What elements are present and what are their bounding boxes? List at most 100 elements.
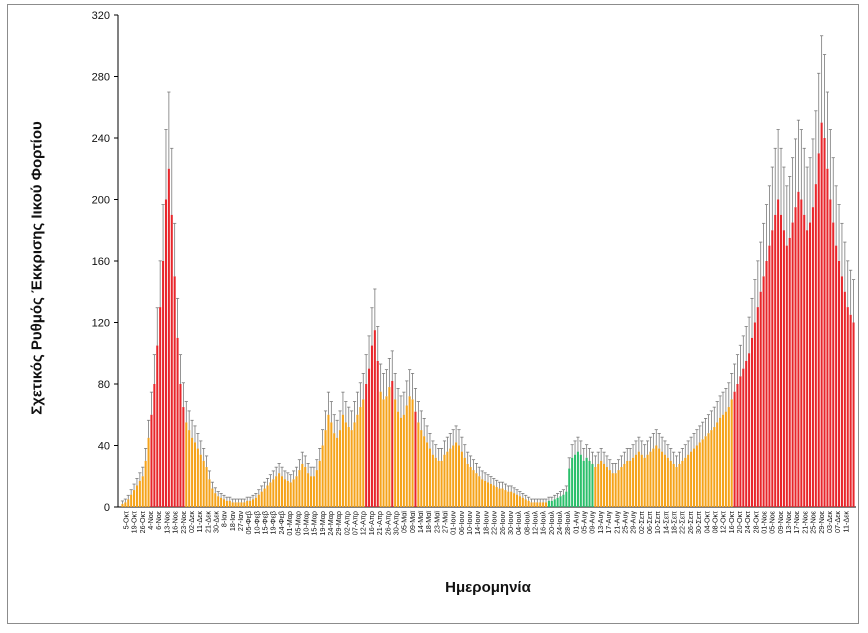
bar [188, 430, 191, 507]
bar [646, 454, 649, 507]
x-tick-label: 12-Απρ [359, 511, 368, 535]
y-tick-label: 40 [98, 441, 110, 453]
x-tick-label: 23-Μαϊ [432, 511, 441, 534]
x-tick-label: 08-Οκτ [710, 511, 719, 534]
bar [623, 463, 626, 507]
bar [521, 497, 524, 507]
bar [220, 497, 223, 507]
bar [272, 479, 275, 507]
x-tick-label: 21-Απρ [375, 511, 384, 535]
bar [222, 499, 226, 507]
x-tick-label: 13-Νοε [784, 510, 793, 534]
bar [719, 417, 722, 507]
x-tick-label: 16-Ιουλ [539, 511, 548, 535]
x-tick-label: 08-Ιουλ [522, 511, 531, 535]
bar [257, 494, 260, 507]
bar [234, 502, 237, 507]
x-tick-label: 18-Ιαν [228, 511, 237, 532]
bar [585, 457, 588, 507]
x-tick-label: 09-Μαϊ [408, 511, 417, 534]
x-tick-label: 14-Σεπ [661, 511, 670, 534]
bar [486, 482, 490, 507]
bar [617, 470, 620, 507]
bar [298, 470, 301, 507]
bar [806, 230, 809, 507]
bar [283, 479, 286, 507]
bar [663, 454, 666, 507]
x-tick-label: 03-Δεκ [825, 511, 834, 533]
bar [147, 437, 150, 507]
bar [420, 430, 423, 507]
bar [591, 463, 594, 507]
bar [475, 473, 478, 507]
bar [489, 483, 492, 507]
bar [533, 502, 536, 507]
bar [278, 473, 281, 507]
bar [603, 463, 606, 507]
bar [620, 467, 623, 507]
bar [524, 499, 527, 507]
x-tick-label: 24-Μαρ [326, 511, 335, 536]
x-tick-label: 15-Φεβ [261, 511, 270, 534]
bar [394, 399, 397, 507]
bar [820, 122, 823, 507]
bar [788, 237, 791, 507]
bar [611, 473, 614, 507]
bar [550, 500, 553, 507]
bar [260, 491, 263, 507]
bar [574, 454, 577, 507]
x-tick-label: 14-Μαϊ [416, 511, 425, 534]
y-axis-title: Σχετικός Ρυθμός Έκκρισης Ιικού Φορτίου [22, 0, 52, 633]
bar [141, 476, 144, 507]
x-tick-label: 18-Μαϊ [424, 511, 433, 534]
bar [498, 488, 501, 507]
bar [704, 436, 707, 507]
bar [388, 387, 391, 507]
bar [547, 500, 550, 507]
bar [600, 460, 603, 507]
x-tick-label: 18-Ιουν [481, 511, 490, 535]
bar [426, 442, 429, 507]
bar [515, 494, 519, 507]
x-tick-label: 26-Ιουν [498, 511, 507, 535]
bar [675, 467, 678, 507]
bar [269, 482, 272, 507]
bar [237, 502, 240, 507]
bar [594, 467, 597, 507]
bar [721, 414, 725, 507]
bar [185, 422, 188, 507]
x-tick-label: 14-Ιουν [473, 511, 482, 535]
x-tick-label: 07-Δεκ [833, 511, 842, 533]
bar [626, 460, 629, 507]
x-tick-label: 02-Απρ [342, 511, 351, 535]
bar [553, 499, 556, 507]
bar [698, 442, 701, 507]
bar [434, 457, 437, 507]
x-tick-label: 30-Σεπ [694, 511, 703, 534]
bar [327, 414, 330, 507]
x-tick-label: 05-Φεβ [244, 511, 253, 534]
x-tick-label: 16-Νοε [171, 510, 180, 534]
x-tick-label: 22-Σεπ [678, 511, 687, 534]
x-tick-label: 25-Αυγ [620, 511, 629, 534]
x-tick-label: 29-Αυγ [629, 511, 638, 534]
y-tick-label: 200 [92, 195, 110, 207]
bar [797, 191, 800, 507]
bar [588, 460, 591, 507]
x-tick-label: 10-Φεβ [252, 511, 261, 534]
bar [838, 261, 841, 507]
x-tick-label: 19-Οκτ [130, 511, 139, 534]
x-tick-label: 8-Ιαν [220, 511, 229, 528]
x-tick-label: 24-Οκτ [743, 511, 752, 534]
bar [692, 448, 695, 507]
x-tick-label: 13-Αυγ [596, 511, 605, 534]
bar [385, 396, 388, 507]
x-tick-label: 07-Απρ [351, 511, 360, 535]
bar [632, 457, 635, 507]
bar [228, 500, 231, 507]
x-tick-label: 28-Οκτ [751, 511, 760, 534]
bar [397, 411, 400, 507]
bar [780, 214, 783, 507]
bar [246, 500, 249, 507]
bar [605, 467, 608, 507]
